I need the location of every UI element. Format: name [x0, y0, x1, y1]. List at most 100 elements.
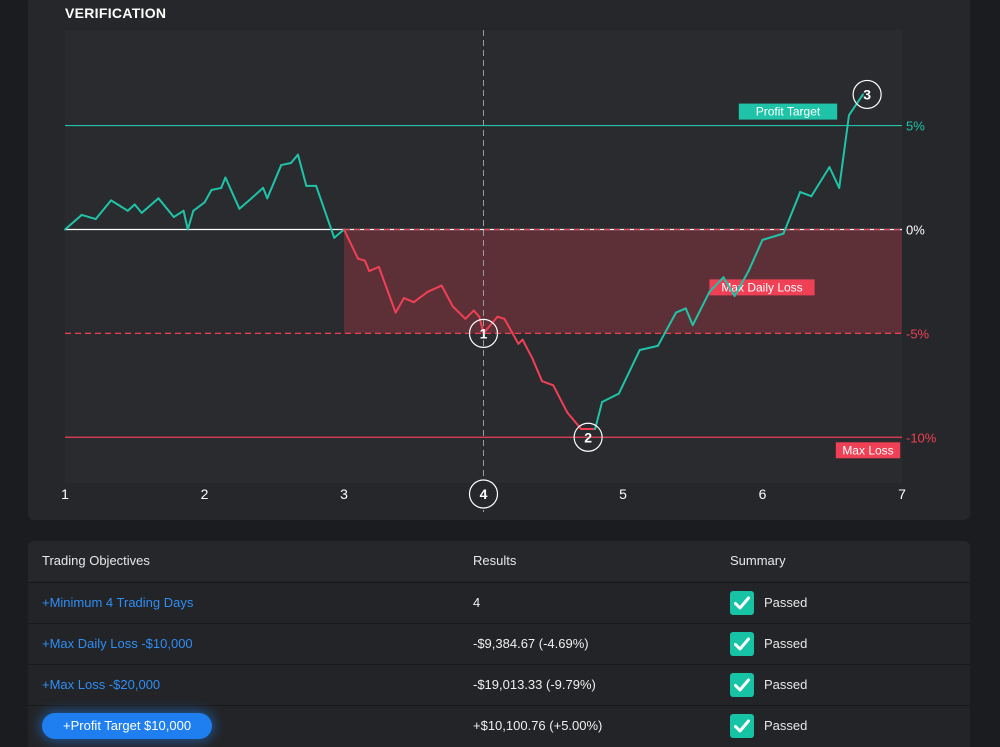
check-icon [730, 673, 754, 697]
equity-line-segment [224, 176, 241, 210]
day-marker-circle [468, 479, 499, 509]
equity-line-segment [552, 384, 569, 414]
summary-status: Passed [764, 677, 808, 692]
equity-line-segment [847, 93, 864, 117]
objective-link[interactable]: +Max Loss -$20,000 [42, 677, 161, 692]
equity-line-segment [451, 305, 467, 320]
equity-line-segment [220, 176, 227, 189]
equity-line-segment [80, 213, 97, 221]
header-summary: Summary [730, 553, 786, 568]
equity-line-segment [810, 166, 831, 198]
y-tick-label: -10% [906, 430, 937, 445]
x-tick-label: 1 [61, 486, 69, 502]
equity-line-segment [747, 238, 764, 273]
equity-line-segment [799, 191, 813, 198]
equity-line-segment [280, 161, 292, 167]
x-tick-label: 6 [759, 486, 767, 502]
equity-line-segment [262, 186, 269, 200]
equity-line-segment [356, 257, 366, 262]
equity-line-segment [684, 307, 694, 327]
equity-line-segment [708, 276, 725, 293]
reference-label-box [835, 442, 901, 459]
table-row: +Max Daily Loss -$10,000 -$9,384.67 (-4.… [28, 623, 970, 664]
equity-line-segment [126, 203, 136, 212]
equity-line-segment [192, 201, 206, 212]
summary-status: Passed [764, 636, 808, 651]
equity-line-segment [594, 400, 604, 430]
equity-line-segment [541, 380, 555, 387]
objective-link[interactable]: +Minimum 4 Trading Days [42, 595, 194, 610]
equity-line-segment [238, 199, 251, 210]
equity-line-segment [157, 197, 175, 219]
equity-line-segment [296, 153, 308, 187]
header-results: Results [473, 553, 517, 568]
result-value: 4 [473, 595, 481, 610]
equity-line-segment [838, 114, 850, 189]
x-tick-label: 5 [619, 486, 627, 502]
table-header: Trading Objectives Results Summary [28, 541, 970, 581]
equity-line-segment [172, 209, 185, 219]
result-value: -$19,013.33 (-9.79%) [473, 677, 596, 692]
check-icon [730, 632, 754, 656]
result-value: +$10,100.76 (+5.00%) [473, 718, 603, 733]
equity-line-segment [343, 228, 359, 260]
objective-link[interactable]: +Max Daily Loss -$10,000 [42, 636, 193, 651]
loss-shaded-region [344, 229, 902, 334]
event-marker-circle [852, 79, 882, 110]
equity-line-segment [266, 164, 283, 200]
equity-line-segment [656, 311, 678, 347]
result-value: -$9,384.67 (-4.69%) [473, 636, 589, 651]
event-marker-label: 2 [584, 429, 592, 445]
equity-line-segment [691, 290, 711, 327]
x-tick-label: 7 [898, 486, 906, 502]
equity-line-segment [733, 270, 750, 297]
equity-line-segment [638, 344, 659, 352]
equity-line-segment [377, 265, 397, 314]
equity-line-segment [531, 357, 544, 383]
y-tick-label: 5% [906, 119, 925, 134]
chart-title: VERIFICATION [65, 5, 167, 21]
objective-cell: +Profit Target $10,000 [42, 706, 213, 746]
objectives-table: Trading Objectives Results Summary +Mini… [28, 541, 970, 747]
equity-line-segment [315, 184, 336, 239]
reference-label-box [709, 279, 815, 296]
equity-line-segment [94, 199, 113, 221]
event-marker-circle [573, 422, 603, 452]
x-tick-label: 2 [201, 486, 209, 502]
equity-line-segment [64, 213, 83, 231]
equity-line-segment [503, 317, 520, 345]
x-tick-label: 4 [480, 486, 488, 502]
reference-label: Profit Target [756, 105, 821, 119]
equity-line-segment [828, 166, 841, 189]
equity-line-segment [203, 189, 213, 204]
equity-line-segment [182, 209, 189, 231]
equity-line-segment [363, 259, 371, 273]
equity-line-segment [210, 186, 223, 192]
equity-line-segment [761, 232, 785, 241]
reference-label: Max Loss [842, 443, 893, 457]
summary-status: Passed [764, 718, 808, 733]
equity-line-segment [440, 284, 454, 308]
equity-line-segment [368, 265, 380, 273]
equity-line-segment [722, 276, 736, 297]
event-marker-label: 3 [863, 86, 871, 102]
reference-label-box [738, 103, 838, 120]
equity-line-segment [426, 284, 443, 293]
equity-line-segment [464, 309, 475, 320]
profit-target-button[interactable]: +Profit Target $10,000 [42, 713, 213, 739]
equity-line-segment [248, 186, 265, 202]
table-row: +Max Loss -$20,000 -$19,013.33 (-9.79%) … [28, 664, 970, 705]
equity-line-segment [496, 315, 506, 320]
event-marker-circle [468, 318, 499, 348]
equity-line-segment [472, 309, 481, 318]
equity-line-segment [394, 297, 405, 314]
header-objectives: Trading Objectives [42, 553, 150, 568]
table-row: +Minimum 4 Trading Days 4 Passed [28, 582, 970, 623]
equity-line-segment [675, 307, 687, 314]
equity-line-segment [333, 228, 345, 239]
equity-line-segment [186, 209, 195, 231]
table-row: +Profit Target $10,000 +$10,100.76 (+5.0… [28, 705, 970, 746]
equity-line-segment [110, 199, 129, 212]
equity-line-segment [289, 153, 299, 164]
